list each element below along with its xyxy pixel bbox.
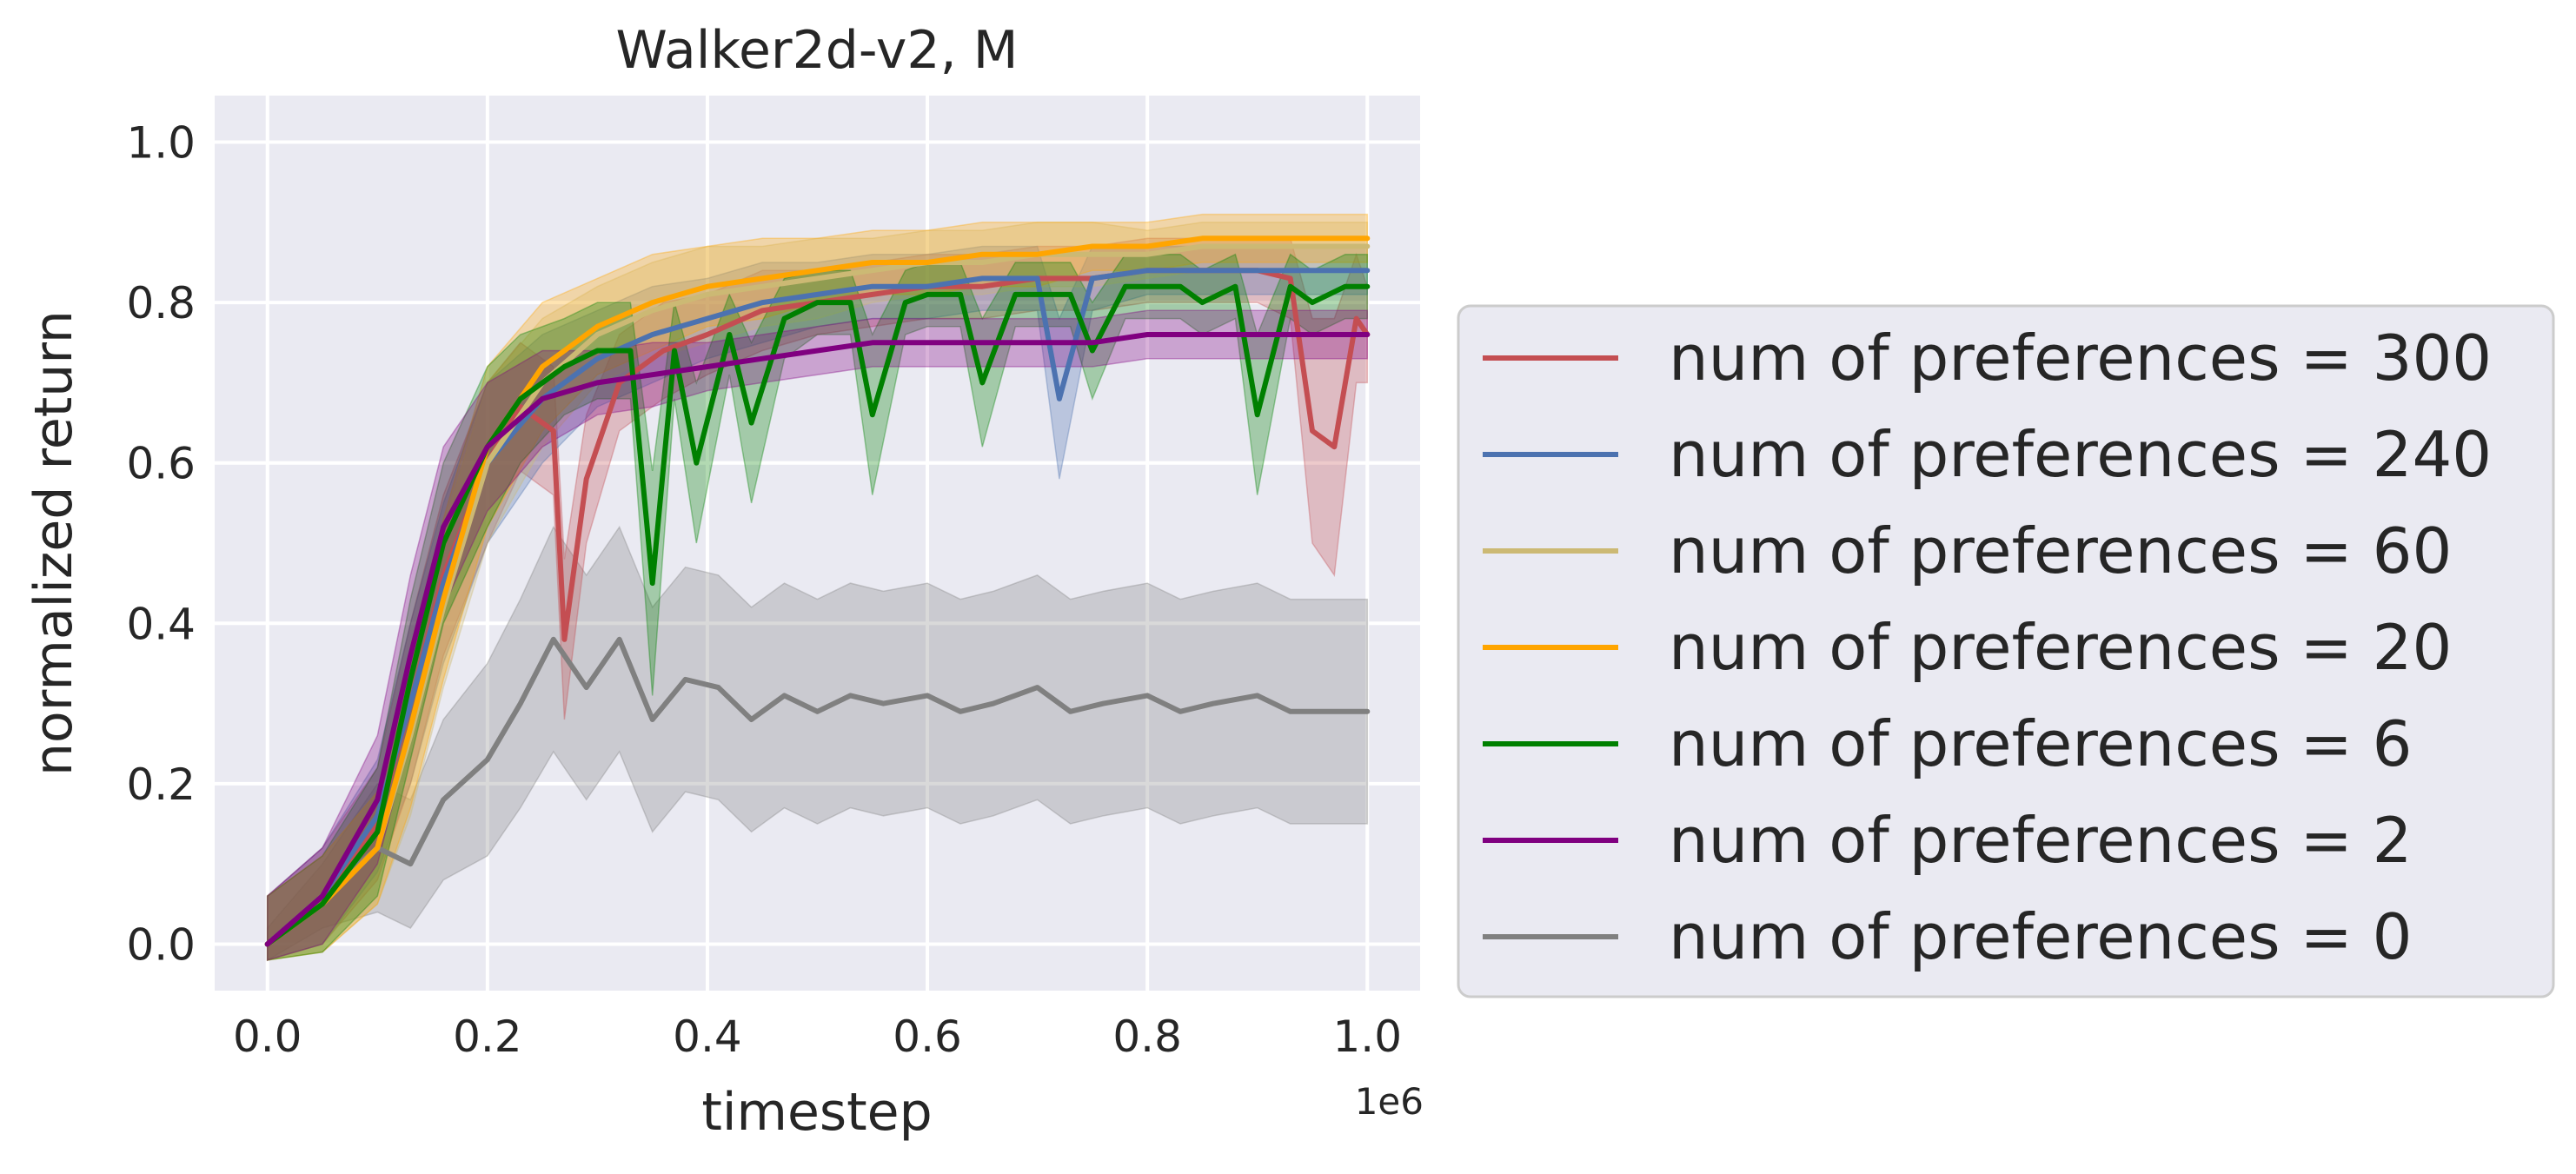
legend-label: num of preferences = 60 — [1669, 514, 2452, 587]
x-offset-label: 1e6 — [1355, 1080, 1424, 1123]
series-line — [264, 332, 1371, 947]
legend-label: num of preferences = 300 — [1669, 322, 2492, 395]
series-line — [264, 283, 1371, 947]
y-tick-label: 0.0 — [126, 919, 196, 970]
y-tick-label: 0.2 — [126, 759, 196, 810]
x-tick-label: 0.0 — [233, 1011, 302, 1062]
y-tick-label: 0.8 — [126, 278, 196, 328]
legend-box — [1457, 304, 2555, 998]
y-tick-label: 1.0 — [126, 118, 196, 169]
legend-label: num of preferences = 6 — [1669, 707, 2413, 780]
x-tick-label: 0.6 — [893, 1011, 962, 1062]
x-tick-label: 1.0 — [1332, 1011, 1402, 1062]
y-tick-label: 0.6 — [126, 439, 196, 489]
y-ticks: 0.0 0.2 0.4 0.6 0.8 1.0 — [126, 118, 196, 971]
series-line — [264, 268, 1371, 947]
legend-label: num of preferences = 2 — [1669, 804, 2413, 877]
x-tick-label: 0.4 — [673, 1011, 742, 1062]
x-ticks: 0.0 0.2 0.4 0.6 0.8 1.0 — [233, 1011, 1402, 1062]
x-tick-label: 0.2 — [453, 1011, 522, 1062]
series-line — [264, 235, 1371, 947]
x-tick-label: 0.8 — [1112, 1011, 1182, 1062]
y-axis-label: normalized return — [23, 310, 84, 776]
series-line — [264, 636, 1371, 947]
legend-label: num of preferences = 20 — [1669, 611, 2452, 684]
confidence-band — [266, 525, 1369, 962]
chart-title: Walker2d-v2, M — [615, 20, 1018, 81]
legend-label: num of preferences = 240 — [1669, 418, 2492, 491]
legend-label: num of preferences = 0 — [1669, 900, 2413, 973]
confidence-band — [266, 253, 1369, 961]
legend: num of preferences = 300 num of preferenc… — [1457, 304, 2555, 998]
series-lines — [264, 235, 1371, 947]
y-tick-label: 0.4 — [126, 599, 196, 649]
confidence-band — [266, 237, 1369, 961]
x-axis-label: timestep — [701, 1082, 932, 1143]
